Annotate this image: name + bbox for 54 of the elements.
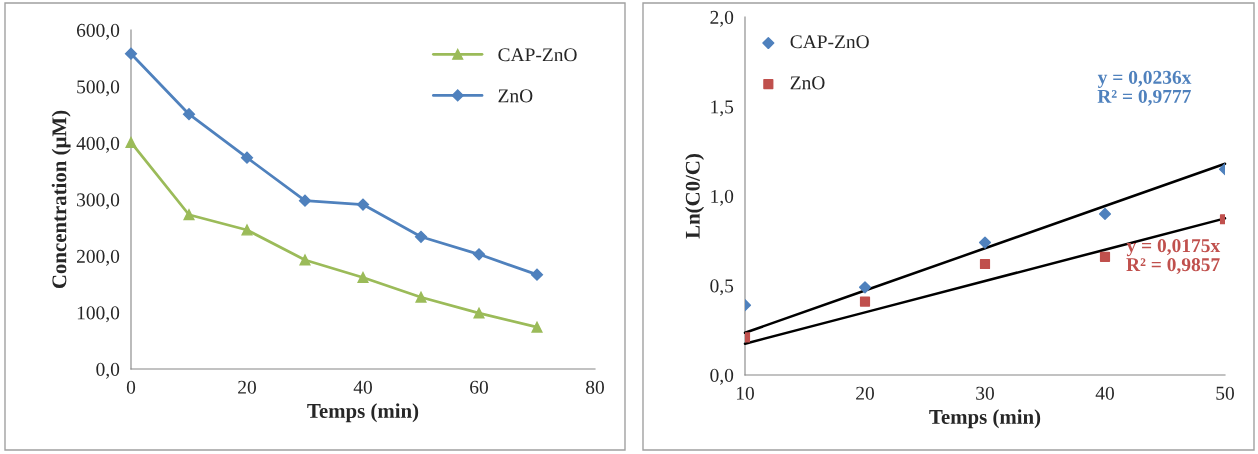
x-axis-title: Temps (min)	[929, 409, 1041, 429]
point	[979, 258, 991, 270]
legend-label: CAP-ZnO	[790, 35, 869, 49]
point	[298, 194, 312, 207]
x-tick-label: 20	[238, 380, 256, 394]
y-tick-label: 0,0	[96, 362, 120, 379]
y-tick-label: 100,0	[77, 306, 120, 323]
point	[858, 281, 872, 294]
point	[240, 151, 254, 164]
point	[859, 296, 871, 307]
y-tick-label: 300,0	[77, 193, 120, 210]
x-tick-label: 60	[470, 380, 488, 394]
x-tick-label: 20	[856, 386, 874, 400]
point	[124, 47, 138, 60]
y-tick-label: 600,0	[76, 23, 120, 40]
y-tick-label: 0,5	[710, 279, 734, 296]
point	[182, 108, 196, 121]
legend-label: ZnO	[498, 89, 533, 103]
point	[125, 136, 137, 148]
x-axis-title: Temps (min)	[307, 403, 419, 423]
y-tick-label: 400,0	[76, 136, 120, 153]
annotation: y = 0,0236x R² = 0,9777	[1097, 70, 1192, 106]
x-tick-label: 30	[976, 386, 994, 400]
legend-label: CAP-ZnO	[498, 48, 577, 62]
point	[241, 224, 253, 236]
point	[1099, 251, 1111, 262]
point	[356, 198, 370, 211]
point	[414, 230, 428, 243]
point	[473, 307, 485, 319]
x-tick-label: 50	[1216, 386, 1234, 400]
point	[531, 321, 543, 333]
y-tick-label: 2,0	[710, 10, 734, 27]
y-tick-label: 500,0	[77, 80, 120, 97]
x-tick-label: 40	[1095, 386, 1114, 400]
y-axis-title: Concentration (µM)	[51, 110, 71, 289]
point	[183, 209, 195, 221]
x-tick-label: 80	[586, 380, 604, 394]
point	[530, 268, 544, 281]
y-tick-label: 1,0	[711, 189, 734, 206]
y-tick-label: 0,0	[710, 368, 734, 385]
point	[357, 271, 369, 284]
point	[299, 254, 311, 266]
point	[978, 236, 992, 249]
annotation: y = 0,0175x R² = 0,9857	[1126, 239, 1221, 275]
y-axis-title: Ln(C0/C)	[685, 154, 705, 239]
legend-label: ZnO	[790, 76, 825, 90]
x-tick-label: 40	[353, 380, 372, 394]
y-tick-label: 1,5	[711, 100, 734, 117]
point	[1098, 207, 1112, 220]
point	[415, 291, 427, 303]
x-tick-label: 0	[126, 380, 136, 394]
y-tick-label: 200,0	[76, 249, 120, 266]
point	[472, 248, 486, 261]
x-tick-label: 10	[736, 386, 754, 400]
